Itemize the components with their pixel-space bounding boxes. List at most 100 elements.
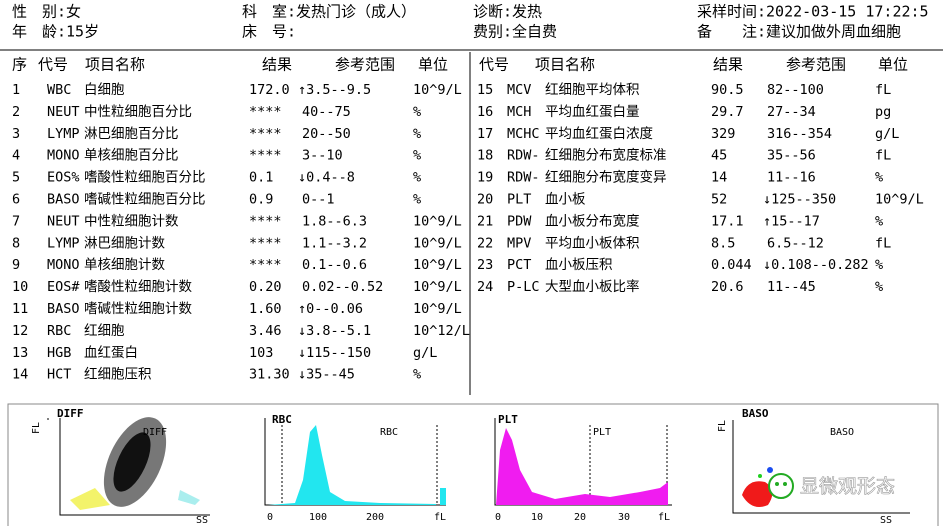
cell: 嗜碱性粒细胞计数: [84, 301, 192, 317]
cell: 淋巴细胞百分比: [84, 126, 179, 142]
plt-plot: [494, 418, 672, 506]
cell: 11: [12, 301, 28, 317]
cell: HCT: [47, 367, 71, 383]
cell: ↓0.108--0.282: [763, 257, 869, 273]
cell: 红细胞压积: [84, 367, 152, 383]
header-field: 诊断:发热: [473, 3, 542, 21]
cell: 24: [477, 279, 493, 295]
column-header: 参考范围: [786, 56, 846, 74]
cell: fL: [875, 235, 891, 251]
cell: 6.5--12: [767, 235, 824, 251]
cell: g/L: [413, 345, 437, 361]
cell: %: [413, 170, 421, 186]
header-field: 备 注:建议加做外周血细胞: [697, 23, 901, 41]
cell: ↓0.4--8: [298, 170, 355, 186]
cell: BASO: [47, 301, 80, 317]
graph-label: DIFF: [143, 427, 167, 438]
cell: ****: [249, 126, 282, 142]
cell: MONO: [47, 148, 80, 164]
cell: 血小板: [545, 192, 586, 208]
cell: EOS#: [47, 279, 80, 295]
cell: 嗜酸性粒细胞计数: [84, 279, 192, 295]
tick-label: fL: [434, 512, 446, 523]
cell: 0.02--0.52: [302, 279, 383, 295]
cell: 红细胞平均体积: [545, 82, 640, 98]
cell: 1.60: [249, 301, 282, 317]
tick-label: fL: [658, 512, 670, 523]
column-header: 单位: [878, 56, 908, 74]
column-header: 结果: [262, 56, 292, 74]
watermark-icon: [768, 473, 794, 499]
cell: PDW: [507, 213, 532, 229]
cell: 27--34: [767, 104, 816, 120]
cell: MPV: [507, 235, 531, 251]
cell: ↓115--150: [298, 345, 371, 361]
cell: 13: [12, 345, 28, 361]
cell: 316--354: [767, 126, 832, 142]
cell: 6: [12, 192, 20, 208]
graph-frame: [7, 403, 939, 526]
cell: 3: [12, 126, 20, 142]
cell: RDW-: [507, 170, 540, 186]
tick-label: 30: [618, 512, 630, 523]
cell: 大型血小板比率: [545, 278, 640, 295]
cell: 40--75: [302, 104, 351, 120]
cell: MCH: [507, 104, 531, 120]
cell: 2: [12, 104, 20, 120]
cell: 20--50: [302, 126, 351, 142]
tick-label: 20: [574, 512, 586, 523]
cell: ↓35--45: [298, 367, 355, 383]
cell: ↑0--0.06: [298, 301, 363, 317]
cell: ****: [249, 104, 282, 120]
cell: 90.5: [711, 82, 744, 98]
cell: 19: [477, 170, 493, 186]
tick-label: 10: [531, 512, 543, 523]
cell: ****: [249, 213, 282, 229]
diff-plot: [47, 417, 210, 516]
header-field: 性 别:女: [12, 3, 81, 21]
cell: 嗜酸性粒细胞百分比: [84, 170, 206, 186]
graph-title: BASO: [742, 407, 769, 420]
cell: g/L: [875, 126, 899, 142]
cell: 10^9/L: [413, 235, 462, 251]
cell: HGB: [47, 345, 71, 361]
cell: 11--16: [767, 170, 816, 186]
graph-title: DIFF: [57, 407, 84, 420]
cell: ↑3.5--9.5: [298, 82, 371, 98]
header-field: 科 室:发热门诊（成人）: [242, 3, 416, 21]
cell: PLT: [507, 192, 531, 208]
axis-label: SS: [880, 515, 892, 526]
cell: 红细胞分布宽度变异: [545, 169, 667, 186]
tick-label: 100: [309, 512, 327, 523]
cell: LYMP: [47, 235, 80, 251]
cell: 血小板分布宽度: [545, 212, 640, 229]
header-field: 采样时间:2022-03-15 17:22:5: [697, 3, 929, 21]
header-field: 床 号:: [242, 23, 296, 41]
cell: 15: [477, 82, 493, 98]
cell: EOS%: [47, 170, 80, 186]
cell: 20: [477, 192, 493, 208]
cell: 0.044: [711, 257, 752, 273]
cell: 4: [12, 148, 20, 164]
cell: %: [413, 192, 421, 208]
cell: %: [413, 104, 421, 120]
cell: 中性粒细胞百分比: [84, 104, 192, 120]
cell: 103: [249, 345, 273, 361]
cell: 平均血红蛋白量: [545, 104, 640, 120]
header-field: 年 龄:15岁: [12, 23, 99, 41]
cell: NEUT: [47, 104, 80, 120]
cell: 0.20: [249, 279, 282, 295]
cell: 0.1: [249, 170, 273, 186]
axis-label: SS: [196, 515, 208, 526]
cell: 14: [711, 170, 727, 186]
cell: 17.1: [711, 213, 744, 229]
cell: fL: [875, 148, 891, 164]
cell: 红细胞分布宽度标准: [545, 147, 667, 164]
cell: 16: [477, 104, 493, 120]
cell: 单核细胞计数: [84, 257, 165, 273]
cell: 10^9/L: [413, 257, 462, 273]
cell: 35--56: [767, 148, 816, 164]
tick-label: 0: [267, 512, 273, 523]
cell: 329: [711, 126, 735, 142]
